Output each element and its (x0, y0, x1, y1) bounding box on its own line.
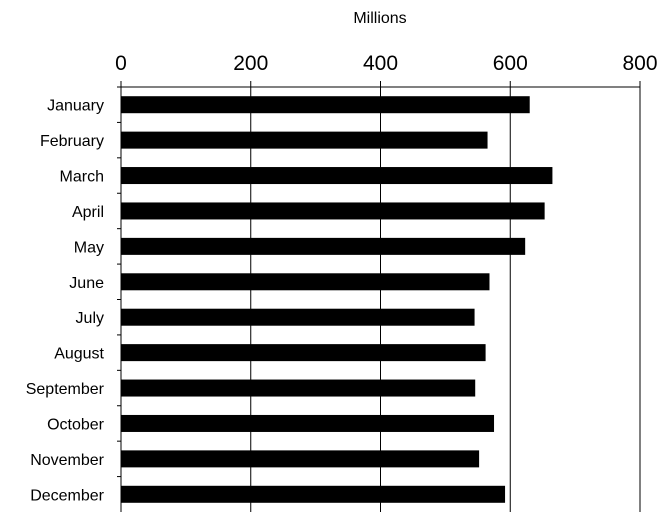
category-label: September (26, 381, 105, 398)
bar-march (121, 167, 553, 185)
category-label: March (60, 169, 104, 186)
x-tick-label: 400 (363, 52, 398, 75)
bar-july (121, 308, 475, 326)
category-label: May (74, 239, 104, 256)
labels: Millions 0 200 400 600 800 January February Mar… (26, 10, 658, 504)
category-label: February (40, 133, 104, 150)
bar-august (121, 344, 486, 362)
bar-september (121, 379, 476, 397)
axes (117, 81, 641, 512)
category-label: August (54, 346, 104, 363)
bar-february (121, 131, 488, 149)
bar-january (121, 96, 530, 114)
x-tick-label: 800 (622, 52, 657, 75)
bar-may (121, 237, 526, 255)
bar-june (121, 273, 490, 291)
x-tick-label: 600 (493, 52, 528, 75)
category-label: December (30, 487, 104, 504)
bars (121, 96, 553, 503)
bar-november (121, 450, 480, 468)
x-tick-label: 0 (115, 52, 127, 75)
category-label: November (30, 452, 104, 469)
axis-label: Millions (353, 10, 406, 27)
bar-december (121, 485, 506, 503)
category-label: January (47, 98, 104, 115)
bar-april (121, 202, 545, 220)
category-label: October (47, 416, 105, 433)
gridlines (250, 87, 641, 512)
x-tick-label: 200 (233, 52, 268, 75)
category-label: June (69, 275, 104, 292)
category-label: July (76, 310, 104, 327)
category-label: April (72, 204, 104, 221)
bar-october (121, 414, 495, 432)
